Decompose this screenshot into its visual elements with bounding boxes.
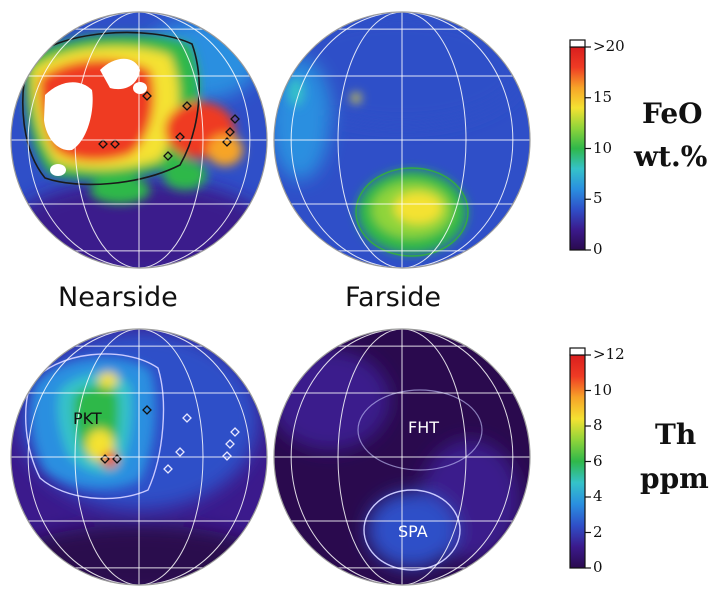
colorbar-tick-label: 10 (593, 380, 613, 399)
meridian-line (290, 328, 403, 586)
farside-feo-globe (273, 11, 531, 269)
colorbar-tick-label: >20 (593, 37, 625, 55)
spa-basin-outline-feo (355, 167, 469, 257)
pkt-label: PKT (73, 409, 102, 428)
nearside-th-outline (25, 353, 165, 500)
globe-limb (10, 11, 268, 269)
colorbar-tick-label: 15 (593, 87, 613, 106)
colorbar-tick-label: 6 (593, 451, 603, 470)
meridian-line (138, 328, 251, 586)
fht-label: FHT (408, 418, 440, 437)
colorbar-tick-label: 10 (593, 138, 613, 157)
meridian-line (401, 11, 514, 269)
th-title: Th (655, 418, 697, 451)
meridian-line (401, 328, 514, 586)
sample-sites-nearside-feo (98, 91, 240, 161)
spa-basin-outline-th (363, 489, 461, 571)
nearside-th-graticule (10, 328, 268, 586)
th-unit: ppm (640, 462, 709, 495)
th-colorbar (569, 347, 591, 569)
meridian-line (74, 328, 140, 586)
meridian-line (337, 11, 403, 269)
meridian-line (401, 328, 467, 586)
globe-limb (273, 328, 531, 586)
nearside-feo-saturated-patches (44, 58, 147, 176)
feo-saturation-swatch (569, 39, 586, 48)
colorbar-tick-label: 5 (593, 189, 603, 208)
nearside-th-globe (10, 328, 268, 586)
sample-sites-nearside-th-light (163, 413, 240, 474)
th-colorbar-ticks (585, 354, 591, 569)
feo-colorbar-ticks (585, 46, 591, 251)
colorbar-tick-label: >12 (593, 345, 625, 363)
meridian-line (27, 11, 140, 269)
colorbar-tick-label: 0 (593, 240, 603, 258)
sample-sites-nearside-th-dark (100, 405, 152, 464)
nearside-feo-graticule (10, 11, 268, 269)
colorbar-tick-label: 4 (593, 487, 603, 505)
nearside-feo-globe (10, 11, 268, 269)
farside-th-globe (273, 328, 531, 586)
colorbar-tick-label: 0 (593, 558, 603, 576)
meridian-line (27, 328, 140, 586)
feo-colorbar (569, 39, 591, 251)
meridian-line (138, 328, 204, 586)
meridian-line (337, 328, 403, 586)
farside-label: Farside (345, 282, 442, 313)
globe-limb (273, 11, 531, 269)
colorbar-tick-label: 8 (593, 416, 603, 434)
meridian-line (138, 11, 204, 269)
meridian-line (74, 11, 140, 269)
meridian-line (138, 11, 251, 269)
fht-outline (357, 389, 483, 471)
farside-th-graticule (273, 328, 531, 586)
globe-limb (10, 328, 268, 586)
spa-label: SPA (398, 522, 428, 541)
meridian-line (290, 11, 403, 269)
nearside-feo-outline (22, 31, 200, 186)
meridian-line (401, 11, 467, 269)
feo-unit: wt.% (634, 140, 708, 173)
nearside-label: Nearside (58, 282, 178, 313)
feo-title: FeO (642, 97, 703, 130)
th-saturation-swatch (569, 347, 586, 356)
colorbar-tick-label: 2 (593, 522, 603, 541)
farside-feo-graticule (273, 11, 531, 269)
